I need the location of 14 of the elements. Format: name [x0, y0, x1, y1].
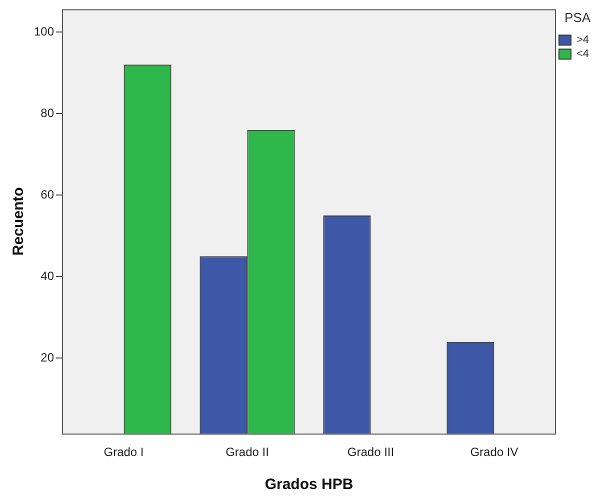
- x-tick-label: Grado IV: [470, 445, 518, 460]
- y-tick-label: 80: [40, 106, 54, 120]
- y-tick-label: 60: [40, 187, 54, 202]
- y-tick-label: 100: [34, 24, 54, 38]
- legend-label: >4: [576, 34, 590, 46]
- x-axis-title: Grados HPB: [264, 476, 354, 494]
- x-tick-label: Grado I: [104, 445, 144, 460]
- legend-title: PSA: [564, 10, 591, 26]
- legend-label: <4: [576, 48, 590, 60]
- y-tick-label: 40: [40, 268, 54, 283]
- y-tick-label: 20: [40, 350, 54, 364]
- x-tick-label: Grado III: [347, 445, 394, 460]
- y-axis-title: Recuento: [10, 187, 28, 256]
- x-tick-label: Grado II: [226, 445, 269, 460]
